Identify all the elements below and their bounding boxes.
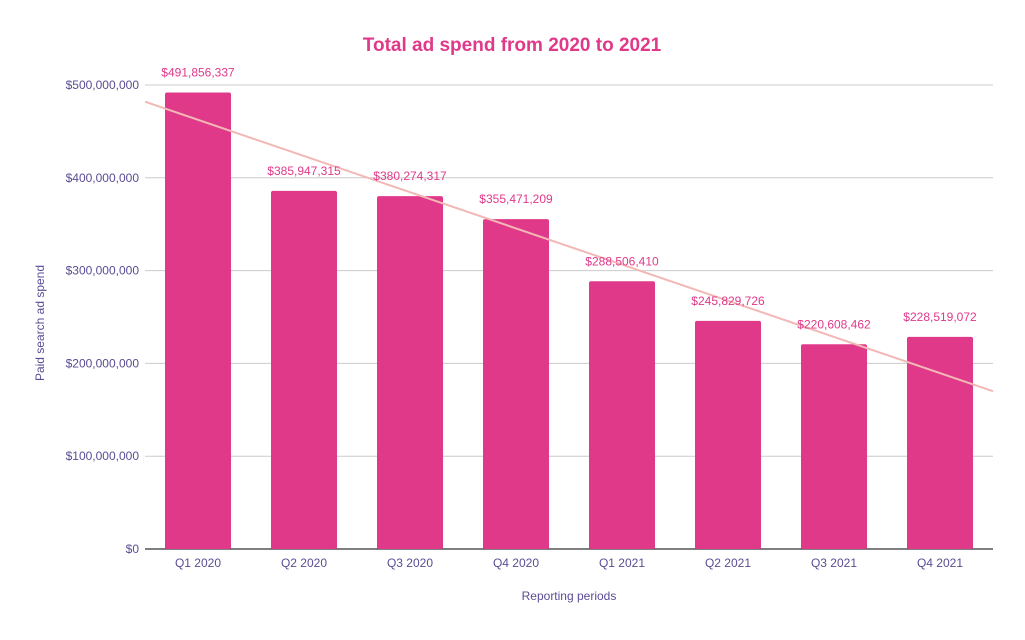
y-axis-title: Paid search ad spend [33, 265, 47, 381]
data-label: $491,856,337 [161, 66, 235, 80]
data-labels: $491,856,337 $385,947,315 $380,274,317 $355… [161, 66, 977, 332]
y-tick-label: $200,000,000 [66, 356, 140, 370]
data-label: $220,608,462 [797, 317, 871, 331]
bar [483, 219, 549, 549]
bar [271, 190, 337, 550]
x-tick-label: Q3 2021 [811, 556, 857, 570]
y-tick-label: $400,000,000 [66, 171, 140, 185]
data-label: $380,274,317 [373, 169, 447, 183]
x-tick-label: Q2 2020 [281, 556, 327, 570]
bar [907, 336, 973, 549]
data-label: $228,519,072 [903, 310, 977, 324]
data-label: $385,947,315 [267, 164, 341, 178]
x-tick-label: Q1 2021 [599, 556, 645, 570]
x-tick-label: Q2 2021 [705, 556, 751, 570]
bar [377, 196, 443, 549]
bar [165, 92, 231, 550]
data-label: $245,829,726 [691, 294, 765, 308]
bars [165, 92, 973, 550]
bar [695, 320, 761, 549]
trendline-layer [144, 100, 994, 393]
y-tick-label: $500,000,000 [66, 78, 140, 92]
x-axis-ticks: Q1 2020 Q2 2020 Q3 2020 Q4 2020 Q1 2021 Q2 20… [175, 556, 963, 570]
bar [801, 344, 867, 549]
y-tick-label: $300,000,000 [66, 264, 140, 278]
y-tick-label: $0 [126, 542, 140, 556]
x-tick-label: Q3 2020 [387, 556, 433, 570]
x-tick-label: Q4 2021 [917, 556, 963, 570]
trendline [144, 100, 994, 393]
x-axis-title: Reporting periods [522, 589, 617, 603]
y-tick-label: $100,000,000 [66, 449, 140, 463]
y-axis-ticks: $0 $100,000,000 $200,000,000 $300,000,000 $4… [66, 78, 140, 556]
data-label: $288,506,410 [585, 254, 659, 268]
x-tick-label: Q1 2020 [175, 556, 221, 570]
x-tick-label: Q4 2020 [493, 556, 539, 570]
chart-title: Total ad spend from 2020 to 2021 [363, 35, 662, 56]
data-label: $355,471,209 [479, 192, 553, 206]
bar [589, 281, 655, 549]
